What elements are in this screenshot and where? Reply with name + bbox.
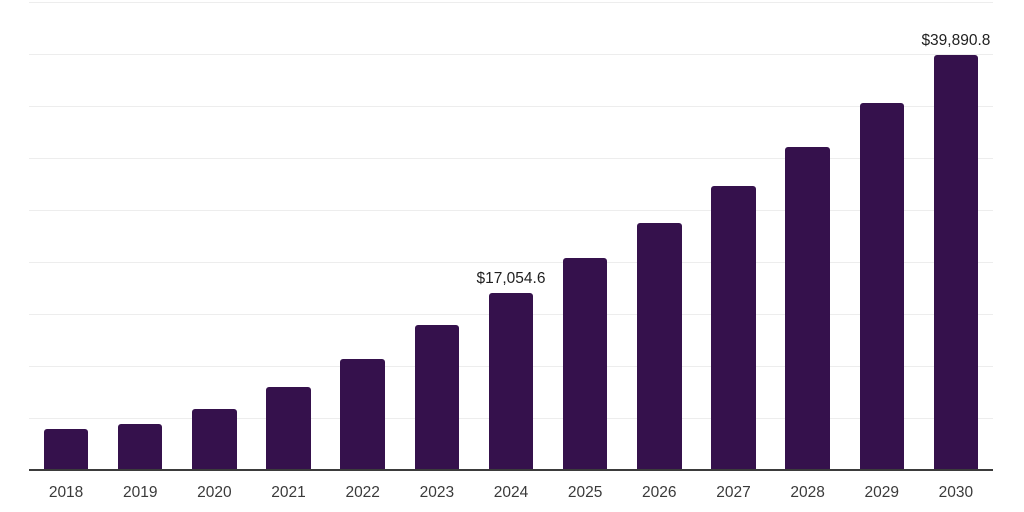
x-axis-line <box>29 469 993 471</box>
bar-2020 <box>192 409 237 470</box>
x-axis-label-2024: 2024 <box>493 484 529 501</box>
bar-2029 <box>859 102 905 470</box>
x-axis-label-2022: 2022 <box>345 484 380 501</box>
x-axis-label-2025: 2025 <box>567 484 603 501</box>
x-axis-label-2028: 2028 <box>790 484 825 501</box>
x-axis-label-2021: 2021 <box>271 484 306 501</box>
bar-2019 <box>117 424 163 470</box>
bar-2027 <box>711 186 756 470</box>
x-axis-label-2023: 2023 <box>419 484 455 501</box>
bar-2018 <box>43 429 89 470</box>
bar-2021 <box>266 387 311 470</box>
bar-value-label-2024: $17,054.6 <box>476 269 546 287</box>
gridline <box>29 158 993 159</box>
x-axis-label-2027: 2027 <box>716 484 751 501</box>
gridline <box>29 262 993 263</box>
bar-2026 <box>637 222 682 470</box>
x-axis-label-2030: 2030 <box>938 484 974 501</box>
gridline <box>29 54 993 55</box>
bar-2023 <box>414 324 460 470</box>
gridline <box>29 2 993 3</box>
x-axis-label-2018: 2018 <box>48 484 84 501</box>
x-axis-label-2019: 2019 <box>122 484 158 501</box>
gridline <box>29 106 993 107</box>
x-axis-label-2029: 2029 <box>864 484 900 501</box>
bar-2024 <box>488 292 534 470</box>
x-axis-label-2026: 2026 <box>642 484 677 501</box>
bar-2030 <box>933 55 979 470</box>
x-axis-label-2020: 2020 <box>197 484 232 501</box>
bar-value-label-2030: $39,890.8 <box>921 32 991 50</box>
bar-2022 <box>340 359 385 470</box>
bar-2025 <box>562 258 608 470</box>
gridline <box>29 210 993 211</box>
bar-2028 <box>785 146 830 470</box>
